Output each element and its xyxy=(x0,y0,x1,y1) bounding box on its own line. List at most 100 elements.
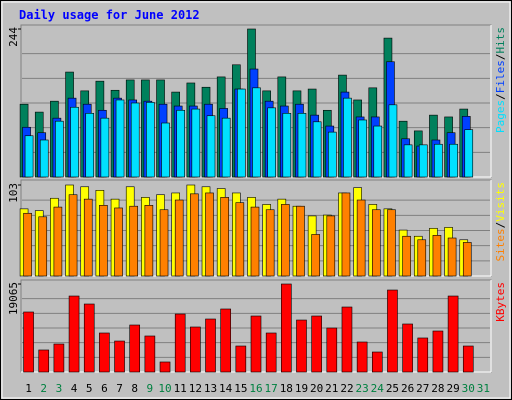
bar xyxy=(53,206,63,277)
bar xyxy=(252,87,261,178)
y-tick-label: 19065 xyxy=(7,282,20,315)
x-tick-label: 20 xyxy=(310,382,323,395)
bar xyxy=(174,313,186,373)
bar xyxy=(328,131,337,178)
x-tick-label: 25 xyxy=(386,382,399,395)
bar xyxy=(23,212,32,277)
bar xyxy=(388,104,398,178)
bar xyxy=(250,206,260,277)
x-tick-label: 13 xyxy=(204,382,217,395)
legend-entry: Hits xyxy=(494,27,507,54)
x-tick-label: 18 xyxy=(280,382,293,395)
x-tick-label: 27 xyxy=(416,382,429,395)
bar xyxy=(371,209,381,277)
bar xyxy=(432,330,444,373)
x-tick-label: 11 xyxy=(174,382,187,395)
bar xyxy=(417,337,429,373)
bar xyxy=(447,237,457,277)
x-tick-label: 30 xyxy=(462,382,475,395)
y-tick-label: 244 xyxy=(7,27,20,47)
bar xyxy=(281,204,290,277)
bar xyxy=(99,332,110,373)
bar xyxy=(235,202,245,277)
x-tick-label: 23 xyxy=(356,382,369,395)
bar xyxy=(83,303,95,373)
bar xyxy=(387,289,398,373)
x-tick-label: 21 xyxy=(325,382,338,395)
bar xyxy=(176,109,185,178)
legend: Pages/Files/Hits xyxy=(494,27,507,133)
x-tick-label: 1 xyxy=(25,382,32,395)
bar xyxy=(326,215,336,277)
bar xyxy=(282,113,292,178)
bar xyxy=(130,102,140,178)
bar xyxy=(53,343,65,373)
bar xyxy=(221,117,231,178)
x-tick-label: 10 xyxy=(158,382,171,395)
bar xyxy=(281,283,292,373)
x-tick-label: 19 xyxy=(295,382,308,395)
bar xyxy=(129,205,139,277)
bar xyxy=(237,88,246,178)
bar xyxy=(297,113,307,178)
bar xyxy=(402,323,413,373)
legend: KBytes xyxy=(494,282,507,322)
bar xyxy=(462,345,474,373)
bar xyxy=(190,193,199,277)
bar xyxy=(161,122,170,178)
x-tick-label: 8 xyxy=(131,382,138,395)
legend-entry: Visits xyxy=(494,182,507,222)
bar xyxy=(23,311,34,373)
bar xyxy=(296,319,307,373)
bar xyxy=(432,235,442,277)
bar xyxy=(447,295,459,373)
bar xyxy=(24,135,34,178)
bar xyxy=(387,209,396,277)
bar xyxy=(220,308,231,373)
bar xyxy=(434,143,443,178)
x-tick-label: 12 xyxy=(189,382,202,395)
legend-entry: KBytes xyxy=(494,282,507,322)
x-tick-label: 4 xyxy=(71,382,78,395)
legend-entry: Pages xyxy=(494,100,507,133)
bar xyxy=(371,351,383,373)
bar xyxy=(265,209,275,277)
bar xyxy=(174,199,184,277)
bar xyxy=(144,205,154,277)
bar xyxy=(70,106,79,178)
legend: Sites/Visits xyxy=(494,182,507,262)
x-tick-label: 17 xyxy=(265,382,278,395)
x-tick-label: 15 xyxy=(234,382,247,395)
bar xyxy=(358,119,367,178)
bar xyxy=(296,205,305,277)
bar xyxy=(235,345,247,373)
x-tick-label: 26 xyxy=(401,382,414,395)
x-tick-label: 31 xyxy=(477,382,490,395)
chart-title: Daily usage for June 2012 xyxy=(19,8,200,22)
bar xyxy=(312,121,322,178)
legend-entry: Files xyxy=(494,60,507,93)
bar xyxy=(373,125,383,178)
bar xyxy=(38,349,50,373)
bar xyxy=(99,205,108,277)
x-tick-label: 7 xyxy=(116,382,123,395)
bar xyxy=(159,361,171,373)
legend-separator: / xyxy=(494,54,507,61)
y-tick-label: 103 xyxy=(7,183,20,203)
bar xyxy=(356,341,368,373)
bar xyxy=(146,102,155,178)
bar xyxy=(191,108,201,178)
legend-separator: / xyxy=(494,93,507,100)
bar xyxy=(205,192,214,277)
bar xyxy=(341,306,353,373)
legend-entry: Sites xyxy=(494,228,507,261)
bar xyxy=(417,239,427,277)
bar xyxy=(190,326,201,373)
bar xyxy=(115,99,125,178)
x-tick-label: 2 xyxy=(40,382,47,395)
bar xyxy=(449,143,458,178)
bar xyxy=(418,144,428,178)
x-tick-label: 6 xyxy=(101,382,108,395)
bar xyxy=(267,107,276,178)
